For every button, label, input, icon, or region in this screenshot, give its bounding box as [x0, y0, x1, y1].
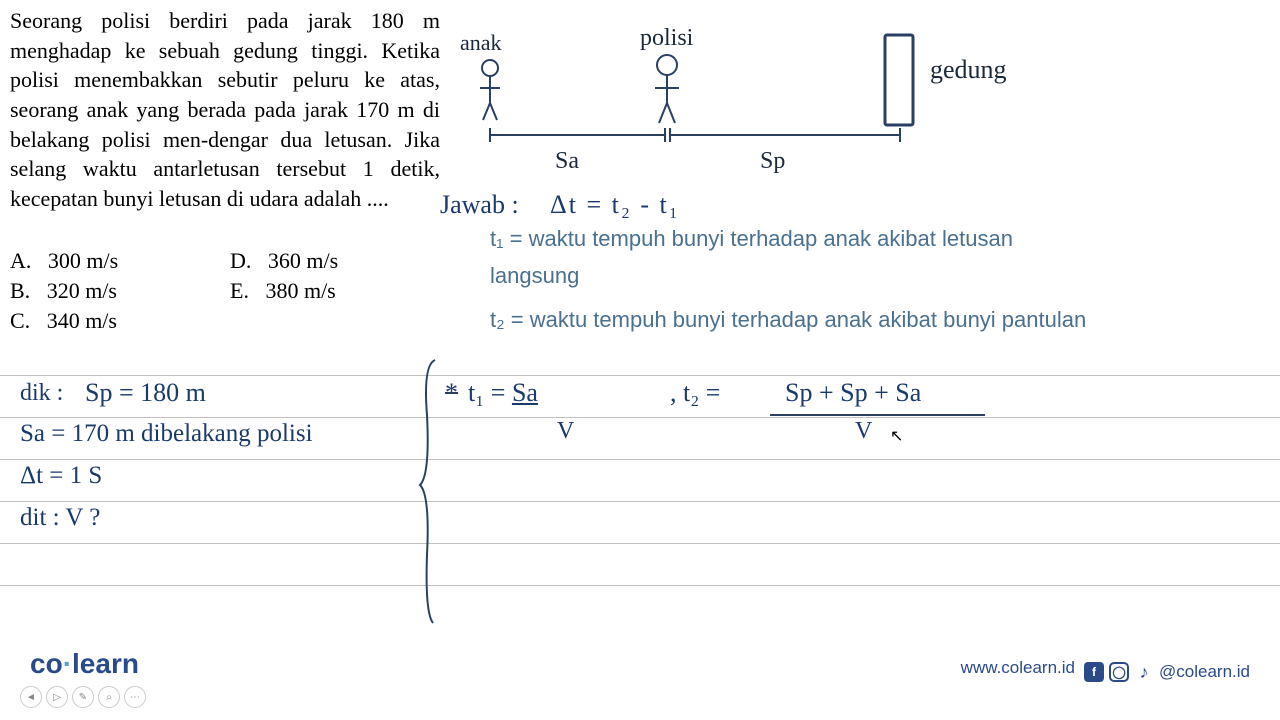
logo-learn: learn	[72, 648, 139, 679]
logo-dot: ·	[63, 648, 72, 679]
diagram-area: anak polisi gedung Sa Sp	[440, 20, 1220, 200]
instagram-icon[interactable]: ◯	[1109, 662, 1129, 682]
strike-mark: *	[445, 378, 458, 408]
option-c: C. 340 m/s	[10, 308, 230, 334]
t2-frac-line	[770, 414, 985, 416]
option-a: A. 300 m/s	[10, 248, 230, 274]
option-e-val: 380 m/s	[265, 278, 335, 303]
social-handle: @colearn.id	[1159, 662, 1250, 682]
option-d-val: 360 m/s	[268, 248, 338, 273]
option-d: D. 360 m/s	[230, 248, 410, 274]
dik-dit: dit : V ?	[20, 504, 100, 532]
anak-figure	[475, 58, 505, 123]
label-sp: Sp	[760, 148, 785, 175]
tiktok-icon[interactable]: ♪	[1134, 662, 1154, 682]
t2-definition: t₂ = waktu tempuh bunyi terhadap anak ak…	[490, 307, 1086, 333]
more-button[interactable]: ⋯	[124, 686, 146, 708]
t1-formula-bot: V	[557, 418, 574, 445]
search-button[interactable]: ⌕	[98, 686, 120, 708]
play-button[interactable]: ▷	[46, 686, 68, 708]
dik-sp: Sp = 180 m	[85, 378, 206, 408]
footer-controls: ◄ ▷ ✎ ⌕ ⋯	[20, 686, 146, 708]
facebook-icon[interactable]: f	[1084, 662, 1104, 682]
option-b-val: 320 m/s	[47, 278, 117, 303]
option-b: B. 320 m/s	[10, 278, 230, 304]
t2-formula-bot: V	[855, 418, 872, 445]
cursor-icon: ↖	[890, 426, 903, 446]
langsung: langsung	[490, 263, 579, 289]
logo: co·learn	[30, 648, 139, 680]
logo-co: co	[30, 648, 63, 679]
label-sa: Sa	[555, 148, 579, 175]
t2-formula-top: Sp + Sp + Sa	[785, 378, 921, 408]
label-gedung: gedung	[930, 55, 1007, 85]
footer-social: f ◯ ♪ @colearn.id	[1084, 662, 1250, 682]
label-polisi: polisi	[640, 25, 693, 52]
footer: co·learn ◄ ▷ ✎ ⌕ ⋯ www.colearn.id f ◯ ♪ …	[0, 650, 1280, 720]
option-e: E. 380 m/s	[230, 278, 410, 304]
footer-url: www.colearn.id	[961, 658, 1075, 678]
gedung-figure	[880, 30, 920, 130]
label-anak: anak	[460, 30, 502, 56]
t1-formula-top: t₁ = Sa	[468, 378, 538, 408]
distance-lines	[460, 125, 910, 155]
dt-equation: Δt = t₂ - t₁	[550, 190, 680, 220]
ruled-lines	[0, 375, 1280, 625]
t1-definition: t₁ = waktu tempuh bunyi terhadap anak ak…	[490, 226, 1013, 252]
edit-button[interactable]: ✎	[72, 686, 94, 708]
question-text: Seorang polisi berdiri pada jarak 180 m …	[10, 6, 440, 214]
t2-formula: , t₂ =	[670, 378, 720, 408]
option-c-val: 340 m/s	[47, 308, 117, 333]
answer-options: A. 300 m/s B. 320 m/s C. 340 m/s D. 360 …	[10, 248, 430, 338]
polisi-figure	[650, 53, 685, 125]
dik-dt: Δt = 1 S	[20, 462, 102, 490]
divider-brace	[415, 355, 445, 625]
jawab-label: Jawab :	[440, 190, 519, 220]
dik-label: dik :	[20, 380, 63, 407]
prev-button[interactable]: ◄	[20, 686, 42, 708]
dik-sa: Sa = 170 m dibelakang polisi	[20, 420, 313, 448]
option-a-val: 300 m/s	[48, 248, 118, 273]
